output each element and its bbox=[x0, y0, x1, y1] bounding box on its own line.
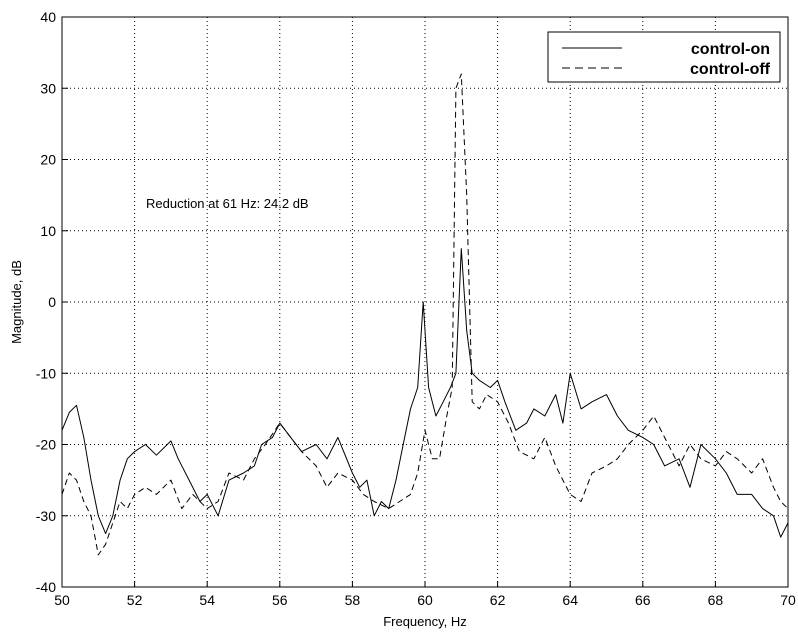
legend: control-on control-off bbox=[547, 31, 781, 83]
x-axis-label: Frequency, Hz bbox=[383, 614, 467, 629]
y-tick-label: -20 bbox=[36, 437, 56, 453]
grid-lines bbox=[61, 16, 789, 588]
series-line-control-off bbox=[61, 73, 789, 556]
y-tick-label: 20 bbox=[40, 152, 56, 168]
series-layer bbox=[61, 73, 789, 556]
series-line-control-on bbox=[61, 248, 789, 538]
legend-label-control-off: control-off bbox=[690, 61, 771, 78]
y-tick-label: -30 bbox=[36, 508, 56, 524]
plot-frame bbox=[61, 16, 789, 588]
y-tick-label: 10 bbox=[40, 223, 56, 239]
x-tick-label: 50 bbox=[54, 592, 70, 608]
x-tick-label: 62 bbox=[490, 592, 506, 608]
y-tick-label: 30 bbox=[40, 80, 56, 96]
tick-labels: 50 52 54 56 58 60 62 64 66 68 70 -40 -30 -20 -10 0 10 20 3… bbox=[36, 9, 796, 608]
y-tick-label: -10 bbox=[36, 365, 56, 381]
x-tick-label: 58 bbox=[345, 592, 361, 608]
x-tick-label: 64 bbox=[562, 592, 578, 608]
legend-label-control-on: control-on bbox=[691, 41, 770, 58]
x-tick-label: 68 bbox=[708, 592, 724, 608]
y-tick-label: 40 bbox=[40, 9, 56, 25]
y-tick-label: -40 bbox=[36, 579, 56, 595]
annotation-text: Reduction at 61 Hz: 24.2 dB bbox=[146, 196, 309, 211]
x-tick-label: 56 bbox=[272, 592, 288, 608]
legend-box bbox=[547, 31, 781, 83]
x-tick-label: 66 bbox=[635, 592, 651, 608]
y-axis-label: Magnitude, dB bbox=[9, 260, 24, 344]
x-tick-label: 52 bbox=[127, 592, 143, 608]
x-tick-label: 60 bbox=[417, 592, 433, 608]
x-tick-label: 70 bbox=[780, 592, 796, 608]
y-tick-label: 0 bbox=[48, 294, 56, 310]
x-tick-label: 54 bbox=[199, 592, 215, 608]
